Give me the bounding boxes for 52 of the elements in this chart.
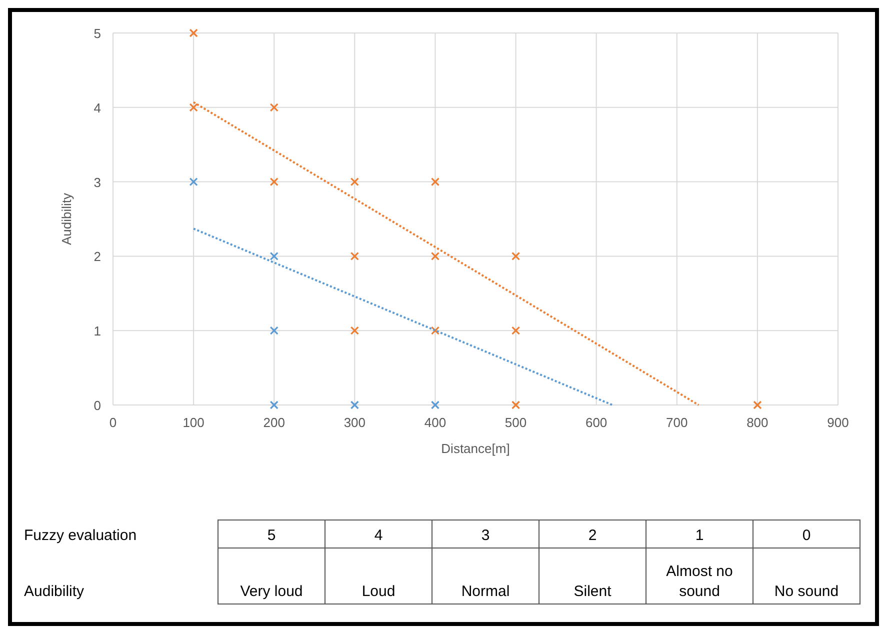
x-tick-label: 600 <box>585 415 608 430</box>
text: 0 <box>802 527 811 544</box>
x-axis-title: Distance[m] <box>441 441 510 456</box>
point <box>350 326 359 335</box>
point <box>430 400 440 410</box>
point <box>430 326 440 335</box>
y-axis-title: Audibility <box>59 192 74 246</box>
point <box>270 103 278 112</box>
x-tick-label: 0 <box>109 415 117 430</box>
y-tick-label: 5 <box>94 26 101 41</box>
point <box>189 178 198 186</box>
text: 4 <box>374 527 383 544</box>
x-tick-label: 800 <box>746 415 768 430</box>
text: 5 <box>267 527 276 544</box>
y-tick-label: 3 <box>94 174 101 190</box>
point <box>270 400 278 410</box>
y-tick-label: 2 <box>94 249 101 264</box>
point <box>189 28 198 38</box>
text: Audibility <box>24 583 85 600</box>
x-tick-label: 700 <box>666 415 688 430</box>
text: No sound <box>774 583 839 600</box>
point <box>511 326 520 335</box>
point <box>350 178 359 186</box>
point <box>270 252 278 260</box>
point <box>430 252 440 260</box>
text: 1 <box>695 527 704 544</box>
point <box>270 326 278 335</box>
text: Fuzzy evaluation <box>24 527 137 544</box>
point <box>350 252 359 260</box>
x-tick-label: 200 <box>263 415 285 430</box>
y-tick-label: 1 <box>94 324 101 339</box>
text: Almost no sound <box>666 563 733 600</box>
y-tick-label: 0 <box>94 398 101 413</box>
text: Silent <box>574 583 612 600</box>
text: Very loud <box>240 583 303 600</box>
x-tick-label: 100 <box>182 415 204 430</box>
x-tick-label: 500 <box>504 415 527 430</box>
point <box>350 400 359 410</box>
point <box>511 252 520 260</box>
y-tick-label: 4 <box>94 100 101 116</box>
point <box>511 400 520 410</box>
point <box>753 400 762 410</box>
x-tick-label: 400 <box>424 415 446 430</box>
x-tick-label: 900 <box>827 415 849 430</box>
point <box>430 178 440 186</box>
text: 3 <box>481 527 490 544</box>
text: 2 <box>588 527 597 544</box>
text: Loud <box>362 583 396 600</box>
text: Normal <box>461 583 510 600</box>
point <box>189 103 198 112</box>
x-tick-label: 300 <box>344 415 366 430</box>
point <box>270 178 278 186</box>
